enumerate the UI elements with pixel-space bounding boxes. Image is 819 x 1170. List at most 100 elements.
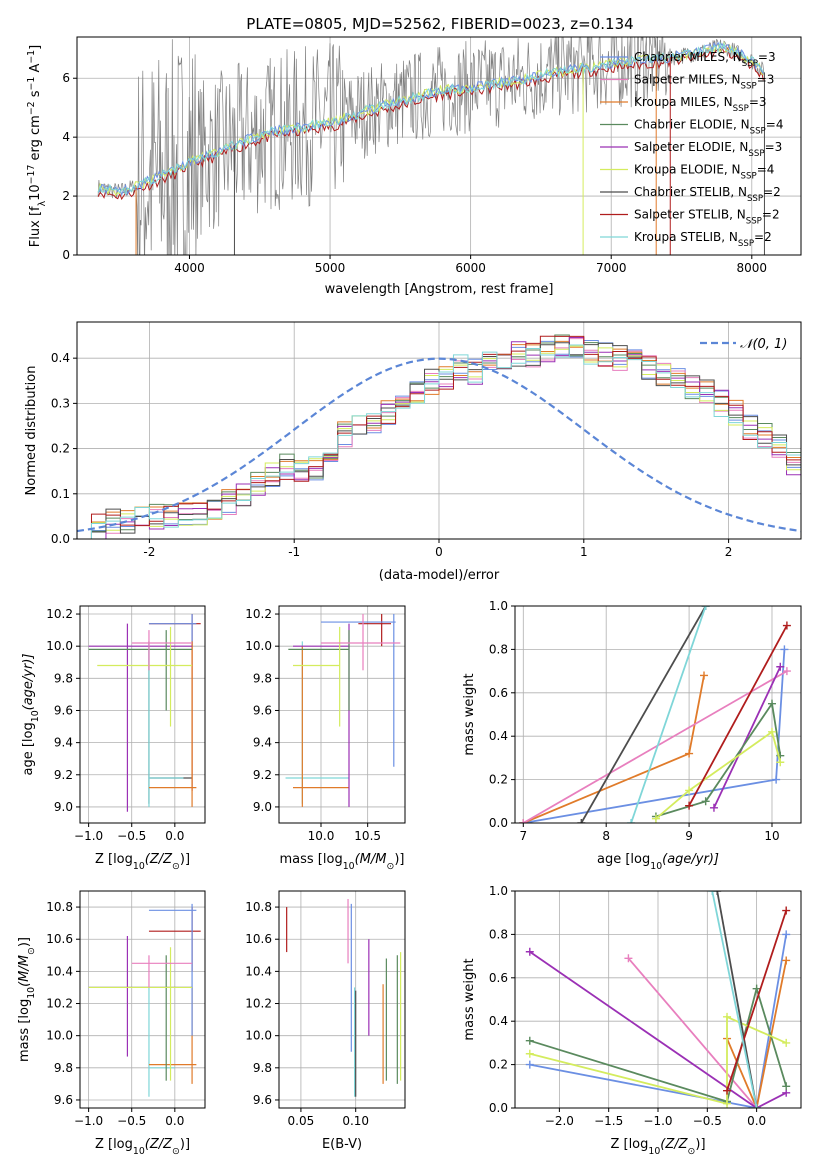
x-tick-label: 7 xyxy=(519,829,527,843)
data-point xyxy=(772,775,781,784)
x-tick-label: −1.0 xyxy=(74,1114,103,1128)
x-tick-label: 7000 xyxy=(596,261,627,275)
y-tick-label: 0.0 xyxy=(489,816,508,830)
y-tick-label: 10.2 xyxy=(245,607,272,621)
y-axis-label: Normed distribution xyxy=(24,366,39,496)
model-spectrum-chabrier_miles xyxy=(97,41,764,197)
data-point xyxy=(776,758,785,767)
x-tick-label: 0.0 xyxy=(747,1114,766,1128)
legend-entry: Salpeter MILES, NSSP=3 xyxy=(634,73,774,92)
age-vs-mass-panel: 10.0 10.5 9.0 9.2 9.4 9.6 9.8 10.0 10.2 mass [log… xyxy=(245,605,406,872)
data-point xyxy=(525,947,534,956)
y-tick-label: 10.0 xyxy=(46,1029,73,1043)
x-axis-label: Z [log10(Z/Z⊙)] xyxy=(95,852,190,872)
y-tick-label: 1.0 xyxy=(489,599,508,613)
data-point xyxy=(782,1082,791,1091)
data-point xyxy=(782,667,791,676)
y-tick-label: 6 xyxy=(62,71,70,85)
age-vs-metallicity-panel-plot-area xyxy=(88,614,201,812)
x-tick-label: 0.05 xyxy=(288,1114,315,1128)
data-point xyxy=(624,954,633,963)
weight-series xyxy=(711,891,758,1108)
weight-series xyxy=(726,910,788,1091)
x-tick-label: −1.5 xyxy=(594,1114,623,1128)
y-tick-label: 10.4 xyxy=(245,964,272,978)
x-tick-label: −2.0 xyxy=(545,1114,574,1128)
data-point xyxy=(700,671,709,680)
y-tick-label: 9.8 xyxy=(253,671,272,685)
data-point xyxy=(767,699,776,708)
y-tick-label: 9.0 xyxy=(253,800,272,814)
weight-series xyxy=(580,606,707,823)
x-tick-label: 2 xyxy=(725,545,733,559)
weight-series xyxy=(529,934,788,1108)
y-tick-label: 0.0 xyxy=(51,532,70,546)
data-point xyxy=(723,1086,732,1095)
weight-vs-age-panel-plot-area xyxy=(519,606,791,823)
y-tick-label: 0.6 xyxy=(489,686,508,700)
weight-series xyxy=(529,1015,787,1105)
data-point xyxy=(701,797,710,806)
y-tick-label: 0.3 xyxy=(51,396,70,410)
legend-entry: Chabrier STELIB, NSSP=2 xyxy=(634,185,781,204)
data-point xyxy=(782,956,791,965)
x-tick-label: -1 xyxy=(288,545,300,559)
data-point xyxy=(519,819,528,823)
x-axis-label: wavelength [Angstrom, rest frame] xyxy=(325,282,554,297)
x-tick-label: -2 xyxy=(143,545,155,559)
weight-vs-age-panel: 7 8 9 10 0.0 0.2 0.4 0.6 0.8 1.0 age [log10(age/yr… xyxy=(462,599,802,872)
y-tick-label: 10.2 xyxy=(46,607,73,621)
y-tick-label: 9.2 xyxy=(54,768,73,782)
residual-histogram-panel: -2 -1 0 1 2 0.0 0.1 0.2 0.3 0.4 𝒩(0, 1) (data-model… xyxy=(24,321,802,583)
y-tick-label: 10.0 xyxy=(46,639,73,653)
data-point xyxy=(577,819,586,823)
weight-series xyxy=(529,951,787,1108)
legend-entry: Salpeter ELODIE, NSSP=3 xyxy=(634,140,782,159)
x-tick-label: 6000 xyxy=(455,261,486,275)
histogram-kroupa_stelib xyxy=(77,344,801,539)
data-point xyxy=(782,906,791,915)
model-spectrum-kroupa_stelib xyxy=(97,41,764,196)
data-point xyxy=(627,819,636,823)
data-point xyxy=(780,645,789,654)
x-tick-label: −0.5 xyxy=(117,829,146,843)
y-axis-label: mass weight xyxy=(462,673,477,755)
x-tick-label: −1.0 xyxy=(643,1114,672,1128)
x-axis-label: age [log10(age/yr)] xyxy=(597,852,719,872)
residual-histogram-panel-plot-area xyxy=(77,334,801,539)
axes-frame xyxy=(278,605,406,824)
data-point xyxy=(525,1036,534,1045)
mass-vs-metallicity-panel: −1.0 −0.5 0.0 9.6 9.8 10.0 10.2 10.4 10.6 10.8 Z [… xyxy=(17,890,206,1157)
x-tick-label: 5000 xyxy=(315,261,346,275)
axes-frame xyxy=(514,605,802,824)
mass-vs-extinction-panel-plot-area xyxy=(286,899,402,1097)
y-tick-label: 9.8 xyxy=(54,1061,73,1075)
y-tick-label: 0 xyxy=(62,248,70,262)
y-tick-label: 9.8 xyxy=(54,671,73,685)
age-vs-metallicity-panel: −1.0 −0.5 0.0 9.0 9.2 9.4 9.6 9.8 10.0 10.2 Z [log… xyxy=(21,605,206,872)
y-tick-label: 10.0 xyxy=(245,1029,272,1043)
x-axis-label: Z [log10(Z/Z⊙)] xyxy=(610,1137,705,1157)
x-tick-label: 4000 xyxy=(174,261,205,275)
data-point xyxy=(685,786,694,795)
y-axis-label: mass weight xyxy=(462,958,477,1040)
y-tick-label: 10.6 xyxy=(46,932,73,946)
y-tick-label: 10.4 xyxy=(46,964,73,978)
data-point xyxy=(525,1049,534,1058)
legend-entry: 𝒩(0, 1) xyxy=(740,337,787,352)
y-tick-label: 10.8 xyxy=(245,900,272,914)
y-tick-label: 9.6 xyxy=(253,1093,272,1107)
x-tick-label: 10.5 xyxy=(354,829,381,843)
x-tick-label: 10 xyxy=(764,829,779,843)
legend-entry: Chabrier MILES, NSSP=3 xyxy=(634,50,776,69)
weight-vs-metallicity-panel: −2.0 −1.5 −1.0 −0.5 0.0 0.0 0.2 0.4 0.6 0.8 1.0 Z [… xyxy=(462,884,802,1157)
y-tick-label: 0.4 xyxy=(489,1014,508,1028)
spectrum-panel-plot-area xyxy=(97,37,765,255)
axes-frame xyxy=(79,890,206,1109)
legend-entry: Chabrier ELODIE, NSSP=4 xyxy=(634,118,783,137)
data-point xyxy=(651,814,660,823)
data-point xyxy=(525,1060,534,1069)
y-tick-label: 10.6 xyxy=(245,932,272,946)
observed-spectrum xyxy=(97,37,765,255)
x-tick-label: 0 xyxy=(435,545,443,559)
